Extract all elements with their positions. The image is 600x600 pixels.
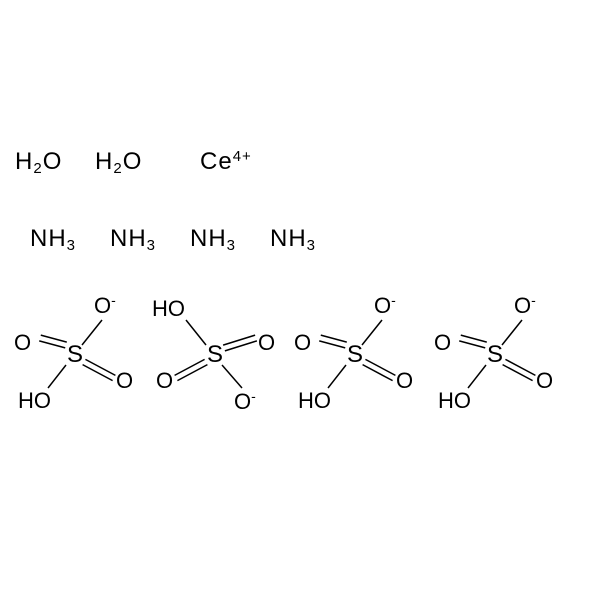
bond-single bbox=[222, 365, 242, 388]
bond-double bbox=[41, 335, 67, 342]
atom-s: S bbox=[207, 341, 223, 369]
bond-double bbox=[321, 335, 347, 342]
sulfate-group-3: S O- O O HO bbox=[290, 290, 420, 420]
molecule-nh3-1: NH3 bbox=[30, 225, 76, 254]
bond-double bbox=[175, 359, 205, 375]
atom-label-o_left: O bbox=[294, 330, 311, 356]
atom-s: S bbox=[67, 341, 83, 369]
bond-double bbox=[459, 341, 485, 348]
sup-4plus: 4+ bbox=[233, 148, 252, 165]
atom-label-o_minus_top: O- bbox=[374, 292, 396, 319]
bond-double bbox=[39, 341, 65, 348]
bond-double bbox=[85, 359, 115, 375]
bond-single bbox=[48, 365, 66, 388]
charge-minus: - bbox=[531, 292, 536, 308]
molecule-ce: Ce4+ bbox=[200, 148, 252, 176]
molecule-nh3-2: NH3 bbox=[110, 225, 156, 254]
sub-3: 3 bbox=[307, 237, 316, 254]
sub-3: 3 bbox=[147, 237, 156, 254]
sulfate-group-2: S HO O O O- bbox=[150, 290, 280, 420]
sub-2: 2 bbox=[33, 160, 42, 177]
bond-double bbox=[505, 359, 535, 375]
atom-label-o_right: O bbox=[258, 330, 275, 356]
charge-minus: - bbox=[391, 292, 396, 308]
atom-label-o_minus_top: O- bbox=[514, 292, 536, 319]
bond-double bbox=[365, 359, 395, 375]
bond-single bbox=[328, 365, 346, 388]
atom-label-o_left: O bbox=[156, 368, 173, 394]
canvas: { "colors": { "fg": "#000000", "bg": "#f… bbox=[0, 0, 600, 600]
bond-double bbox=[363, 365, 393, 381]
atom-label-ho_bottom: HO bbox=[18, 388, 51, 414]
bond-double bbox=[319, 341, 345, 348]
molecule-h2o-2: H2O bbox=[95, 148, 142, 177]
atom-label-o_left: O bbox=[434, 330, 451, 356]
bond-single bbox=[362, 320, 382, 345]
atom-label-o_minus_bot: O- bbox=[234, 388, 256, 415]
atom-label-o_minus_top: O- bbox=[94, 292, 116, 319]
atom-label-o_right: O bbox=[536, 368, 553, 394]
bond-single bbox=[82, 320, 102, 345]
atom-s: S bbox=[487, 341, 503, 369]
bond-single bbox=[186, 320, 206, 345]
sulfate-group-4: S O- O O HO bbox=[430, 290, 560, 420]
atom-label-ho_bottom: HO bbox=[438, 388, 471, 414]
charge-minus: - bbox=[251, 388, 256, 404]
atom-label-o_right: O bbox=[116, 368, 133, 394]
bond-single bbox=[468, 365, 486, 388]
molecule-h2o-1: H2O bbox=[15, 148, 62, 177]
bond-single bbox=[502, 320, 522, 345]
bond-double bbox=[83, 365, 113, 381]
bond-double bbox=[177, 365, 207, 381]
charge-minus: - bbox=[111, 292, 116, 308]
atom-label-o_right: O bbox=[396, 368, 413, 394]
sulfate-group-1: S O- O O HO bbox=[10, 290, 140, 420]
sub-2: 2 bbox=[113, 160, 122, 177]
atom-label-ho_bottom: HO bbox=[298, 388, 331, 414]
bond-double bbox=[503, 365, 533, 381]
atom-label-ho_top: HO bbox=[152, 296, 185, 322]
sub-3: 3 bbox=[67, 237, 76, 254]
atom-s: S bbox=[347, 341, 363, 369]
molecule-nh3-3: NH3 bbox=[190, 225, 236, 254]
molecule-nh3-4: NH3 bbox=[270, 225, 316, 254]
sub-3: 3 bbox=[227, 237, 236, 254]
bond-double bbox=[461, 335, 487, 342]
atom-label-o_left: O bbox=[14, 330, 31, 356]
